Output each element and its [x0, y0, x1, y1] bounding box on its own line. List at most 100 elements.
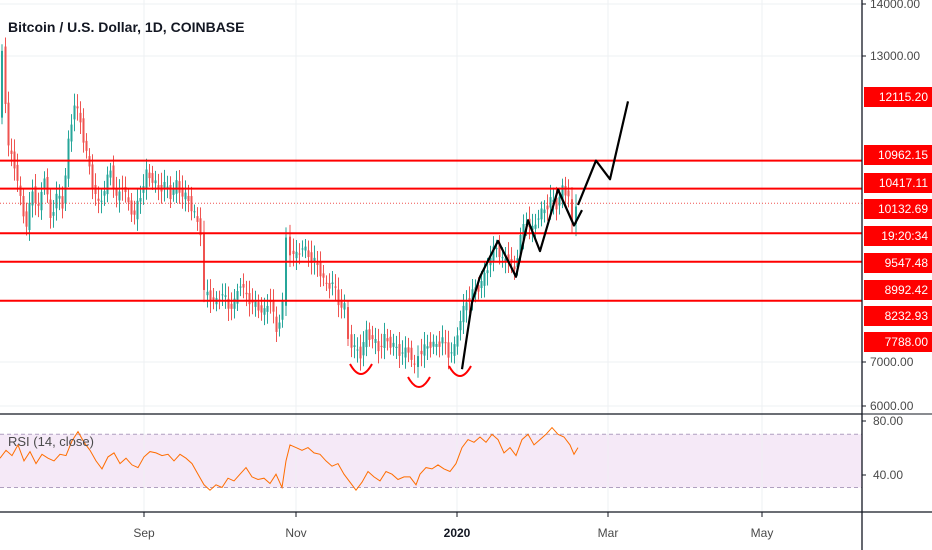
candle-body-110: [334, 286, 337, 288]
rsi-pane: [0, 426, 579, 492]
candle-body-151: [459, 320, 462, 331]
candle-body-54: [163, 181, 166, 190]
candle-body-32: [97, 198, 100, 201]
candle-body-39: [118, 191, 121, 201]
candle-body-180: [546, 205, 549, 210]
candle-body-91: [275, 316, 278, 332]
candle-body-104: [316, 262, 319, 265]
candle-body-121: [368, 329, 371, 340]
candle-body-49: [148, 172, 151, 179]
candle-body-168: [510, 259, 513, 262]
candle-body-8: [25, 211, 28, 227]
candle-body-133: [404, 347, 407, 358]
candle-body-88: [266, 305, 269, 312]
price-badge-5: [864, 253, 932, 273]
candle-body-12: [37, 204, 40, 206]
price-badge-label-2: 10417.11: [879, 176, 928, 190]
candle-body-56: [169, 185, 172, 200]
candle-body-50: [151, 173, 154, 183]
candle-body-107: [325, 282, 328, 284]
candle-body-44: [133, 210, 136, 215]
candle-body-132: [401, 352, 404, 354]
candle-body-150: [456, 335, 459, 347]
candle-body-24: [73, 105, 76, 120]
candle-body-162: [492, 246, 495, 261]
candle-body-96: [292, 250, 295, 255]
candle-body-127: [386, 338, 389, 342]
price-badge-label-3: 10132.69: [878, 202, 928, 216]
candle-body-73: [221, 294, 224, 296]
candle-body-124: [377, 341, 380, 352]
candle-body-27: [82, 118, 85, 143]
candle-body-3: [10, 150, 13, 154]
candle-body-148: [450, 352, 453, 354]
candle-body-37: [112, 165, 115, 188]
candle-body-62: [187, 195, 190, 202]
candle-body-15: [46, 176, 49, 195]
price-badge-label-6: 8992.42: [885, 283, 929, 297]
candle-body-23: [70, 124, 73, 142]
candle-body-100: [304, 246, 307, 251]
price-badge-6: [864, 280, 932, 300]
candle-body-157: [477, 285, 480, 292]
candle-body-152: [462, 305, 465, 323]
candle-body-123: [374, 339, 377, 343]
candle-body-187: [567, 190, 570, 197]
rsi-line: [0, 426, 579, 492]
candle-body-158: [480, 280, 483, 289]
candle-body-98: [298, 253, 301, 255]
candle-body-35: [106, 174, 109, 195]
candle-body-159: [483, 272, 486, 286]
candle-body-36: [109, 170, 112, 178]
candle-body-113: [343, 303, 346, 310]
candle-body-65: [196, 216, 199, 222]
candle-body-184: [558, 196, 561, 206]
candle-body-79: [239, 286, 242, 288]
candle-body-144: [438, 341, 441, 347]
candle-body-166: [504, 258, 507, 262]
time-tick-label-1: Nov: [285, 526, 306, 540]
price-tick-label-1: 13000.00: [870, 49, 920, 63]
candle-body-137: [417, 356, 419, 367]
rounded-bottom-1: [407, 376, 431, 388]
candle-body-108: [328, 282, 331, 289]
candle-body-119: [362, 342, 365, 356]
candle-body-139: [423, 344, 426, 356]
candle-body-25: [76, 106, 79, 109]
rsi-band: [0, 434, 862, 488]
candle-body-167: [507, 254, 510, 261]
rounded-bottom-0: [349, 363, 373, 375]
candle-body-30: [91, 164, 94, 189]
candle-body-183: [555, 197, 558, 210]
candle-body-16: [49, 199, 52, 218]
candle-body-60: [181, 187, 184, 197]
candle-body-63: [190, 196, 193, 212]
candle-body-70: [212, 297, 215, 300]
candle-body-106: [322, 273, 325, 278]
candle-body-28: [85, 140, 88, 151]
price-badge-3: [864, 199, 932, 219]
candle-body-22: [67, 138, 70, 179]
candle-body-153: [465, 302, 468, 311]
candle-body-90: [272, 301, 275, 312]
candle-body-155: [471, 289, 474, 301]
candle-body-181: [549, 197, 552, 208]
candle-body-85: [257, 302, 260, 311]
candle-body-146: [444, 342, 447, 344]
candle-body-172: [522, 224, 525, 240]
time-tick-label-2: 2020: [444, 526, 471, 540]
candle-body-66: [199, 218, 202, 236]
candle-body-141: [429, 341, 432, 348]
candle-body-46: [139, 198, 142, 202]
candle-body-128: [389, 336, 392, 348]
candle-body-45: [136, 200, 139, 220]
candle-body-169: [513, 266, 516, 270]
chart-title: Bitcoin / U.S. Dollar, 1D, COINBASE: [8, 19, 244, 35]
candle-body-140: [426, 346, 429, 349]
candle-body-87: [263, 308, 266, 315]
candle-body-26: [79, 112, 82, 123]
candle-body-179: [543, 209, 546, 214]
candle-body-97: [295, 251, 298, 259]
price-tick-label-3: 6000.00: [870, 399, 914, 413]
